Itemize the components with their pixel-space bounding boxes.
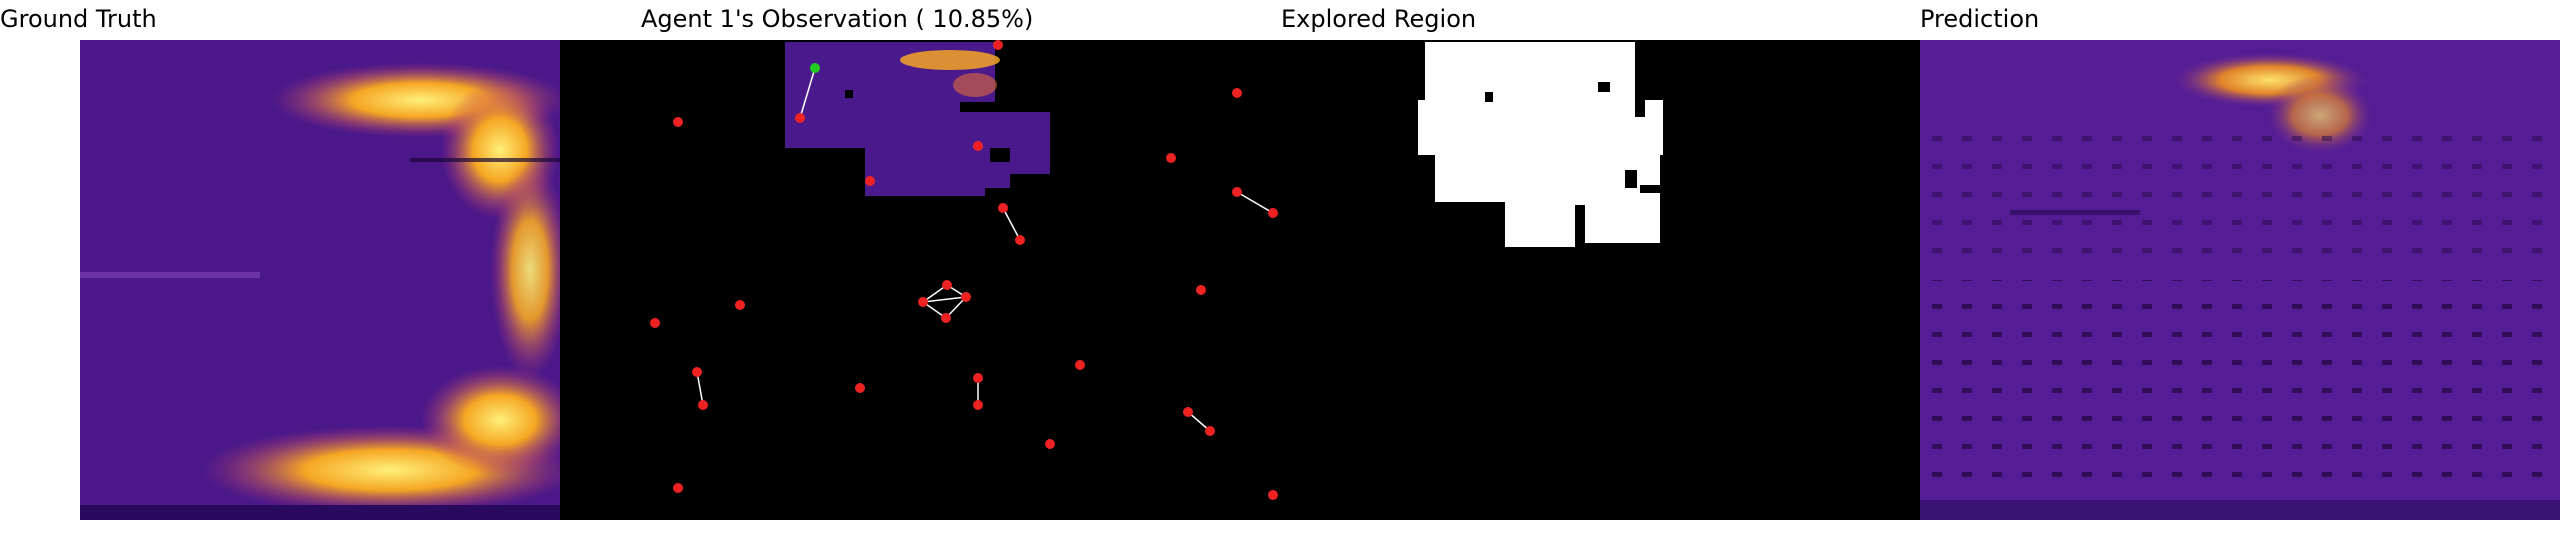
- streak: [2010, 210, 2140, 215]
- agent-dot-icon[interactable]: [865, 176, 875, 186]
- agent-dot-icon[interactable]: [673, 483, 683, 493]
- ground-truth-heatmap: [80, 40, 560, 520]
- agent-dot-icon[interactable]: [855, 383, 865, 393]
- agent-dot-icon[interactable]: [961, 292, 971, 302]
- agent-dot-icon[interactable]: [942, 280, 952, 290]
- agent-dot-icon[interactable]: [1205, 426, 1215, 436]
- prediction-panel: [1920, 40, 2560, 520]
- observation-title: Agent 1's Observation ( 10.85%): [641, 5, 1034, 33]
- observation-map: [560, 40, 1200, 520]
- ground-truth-panel: [80, 40, 560, 520]
- agent-dot-icon[interactable]: [973, 373, 983, 383]
- agent-dot-icon[interactable]: [1075, 360, 1085, 370]
- agent-dot-icon[interactable]: [1268, 208, 1278, 218]
- explored-region-panel: [1120, 40, 1920, 520]
- prediction-title: Prediction: [1920, 5, 2040, 33]
- agent-dot-icon[interactable]: [1015, 235, 1025, 245]
- hot-region-right: [490, 160, 560, 380]
- observed-patch: [785, 42, 1050, 196]
- agent-dot-icon[interactable]: [1183, 407, 1193, 417]
- agent-dot-icon[interactable]: [973, 400, 983, 410]
- streak: [80, 272, 260, 278]
- explored-region-map: [1120, 40, 1920, 520]
- agent-dot-icon[interactable]: [1232, 187, 1242, 197]
- prediction-heatmap: [1920, 40, 2560, 520]
- explored-mask-holes: [1485, 42, 1660, 247]
- active-agent-dot-icon[interactable]: [810, 63, 820, 73]
- agent-dot-icon[interactable]: [673, 117, 683, 127]
- observation-panel: [560, 40, 1200, 520]
- agent-dot-icon[interactable]: [993, 40, 1003, 50]
- streak: [410, 158, 560, 162]
- agent-dot-icon[interactable]: [1196, 285, 1206, 295]
- agent-dot-icon[interactable]: [795, 113, 805, 123]
- agent-dot-icon[interactable]: [1045, 439, 1055, 449]
- bottom-edge: [1920, 500, 2560, 520]
- agent-markers: [650, 40, 1085, 493]
- explored-mask: [1418, 42, 1663, 247]
- bottom-edge: [80, 505, 560, 520]
- agent-dot-icon[interactable]: [1268, 490, 1278, 500]
- hot-region-bottom-right: [420, 365, 560, 475]
- agent-dot-icon[interactable]: [692, 367, 702, 377]
- agent-dot-icon[interactable]: [973, 141, 983, 151]
- agent-markers-right: [1166, 88, 1278, 500]
- agent-dot-icon[interactable]: [1232, 88, 1242, 98]
- agent-dot-icon[interactable]: [735, 300, 745, 310]
- prediction-grid-artifacts-upper: [1920, 120, 2560, 260]
- agent-dot-icon[interactable]: [698, 400, 708, 410]
- agent-dot-icon[interactable]: [1166, 153, 1176, 163]
- agent-dot-icon[interactable]: [918, 297, 928, 307]
- ground-truth-title: Ground Truth: [0, 5, 157, 33]
- agent-dot-icon[interactable]: [650, 318, 660, 328]
- explored-region-title: Explored Region: [1281, 5, 1477, 33]
- prediction-grid-artifacts: [1920, 280, 2560, 520]
- agent-dot-icon[interactable]: [941, 313, 951, 323]
- agent-dot-icon[interactable]: [998, 203, 1008, 213]
